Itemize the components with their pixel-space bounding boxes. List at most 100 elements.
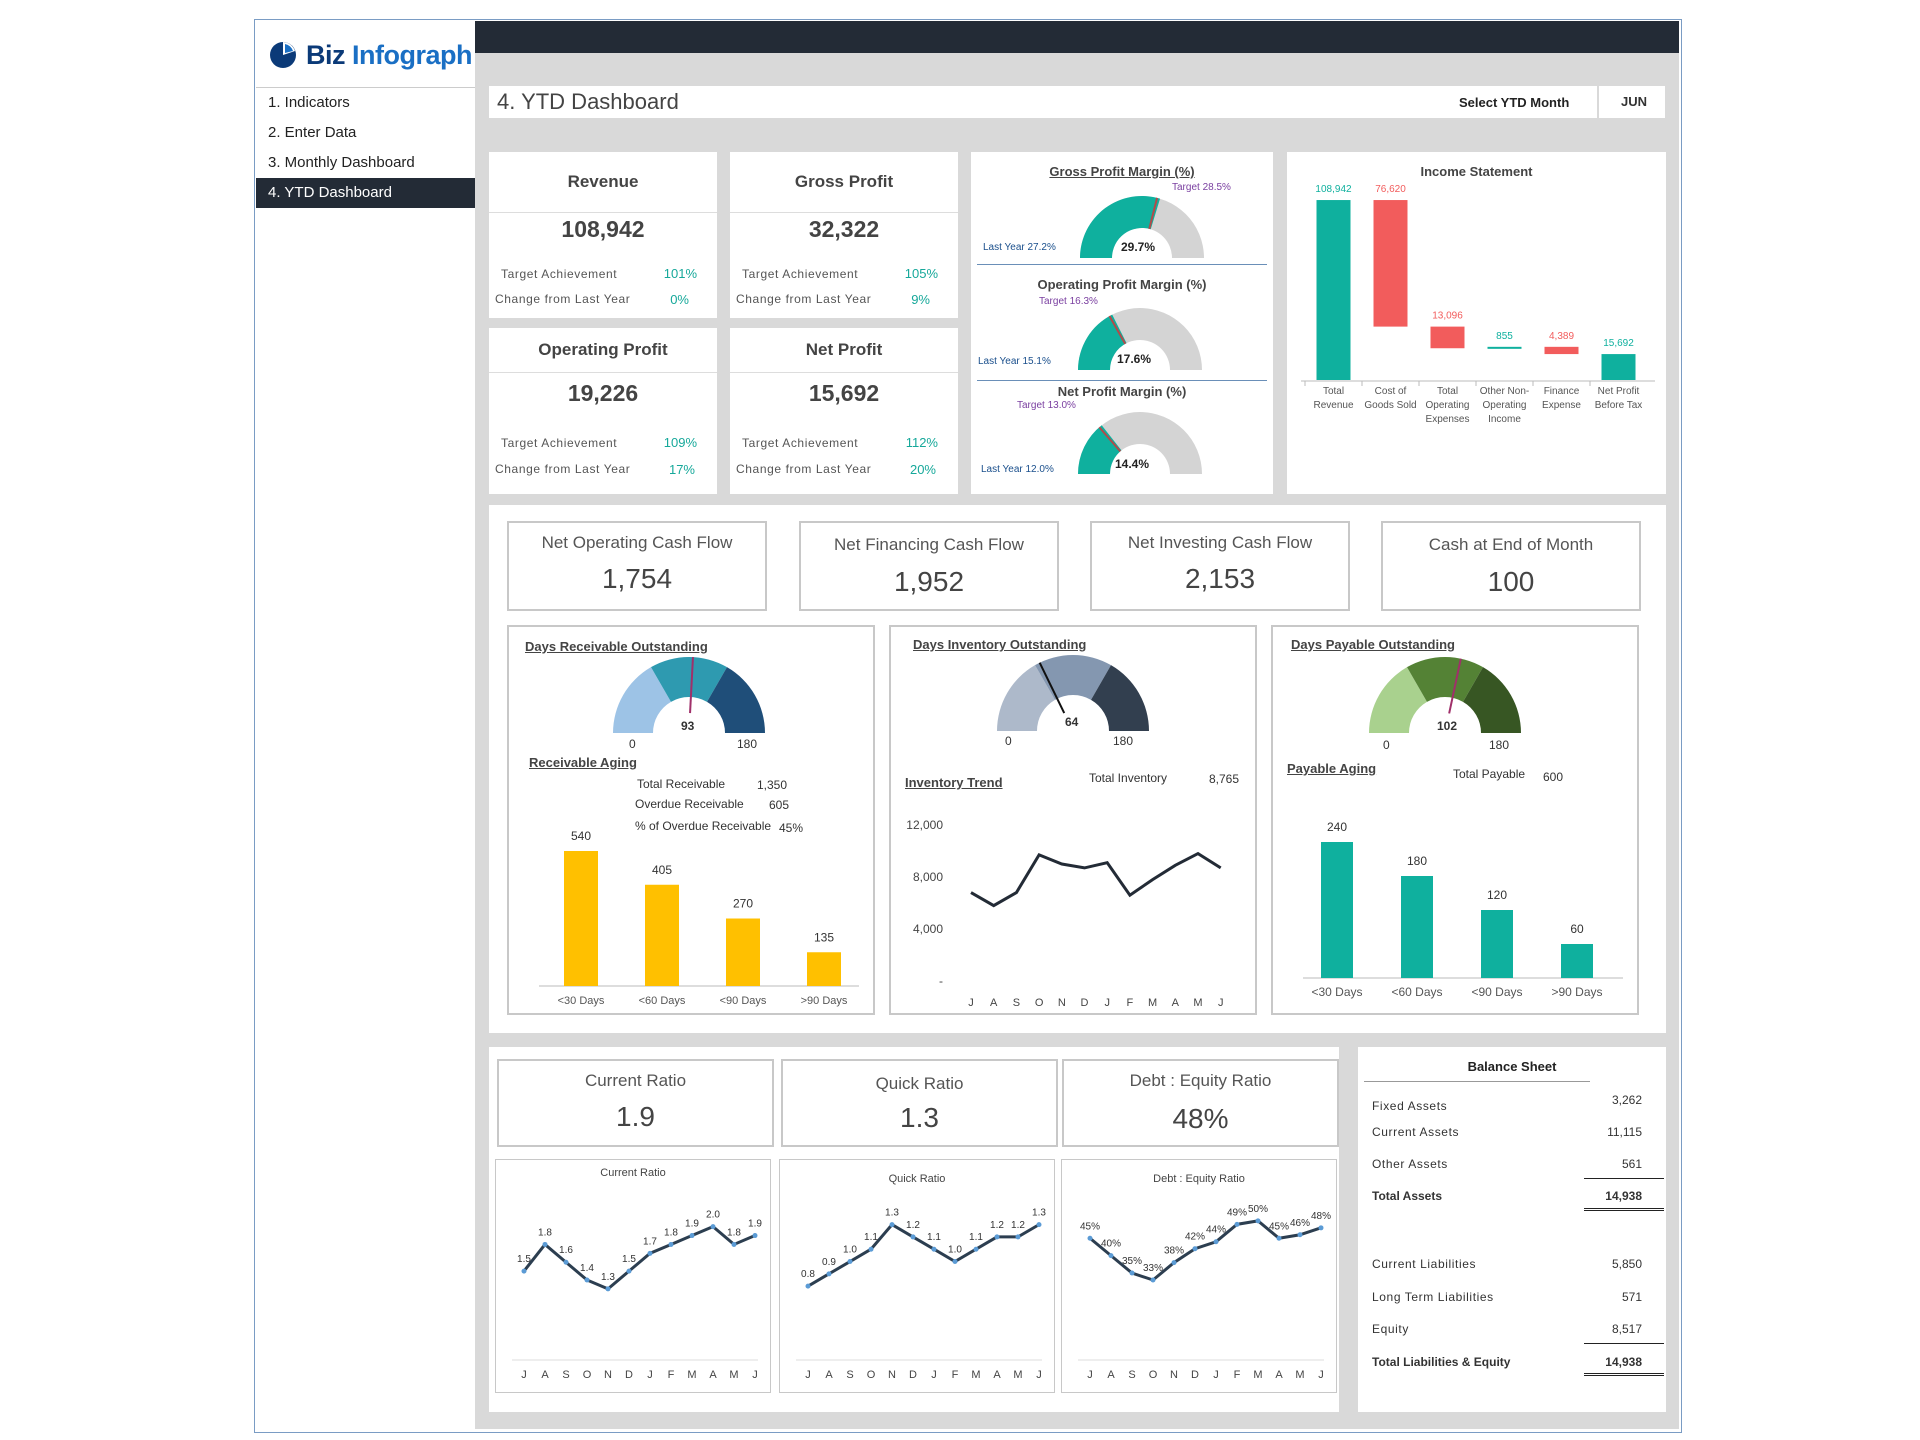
ratio-point — [668, 1241, 674, 1247]
overdue-pct-value: 45% — [779, 821, 804, 835]
ratio-point-label: 1.3 — [601, 1272, 615, 1283]
bs-total-value: 14,938 — [1605, 1189, 1642, 1203]
x-tick-label: M — [1253, 1369, 1262, 1381]
ratio-line — [807, 1222, 1040, 1288]
sidebar: Biz Infograph 1. Indicators 2. Enter Dat… — [256, 21, 477, 1429]
cash-flow-card: Net Operating Cash Flow 1,754 — [507, 521, 767, 611]
debt-equity-chart: Debt : Equity Ratio45%40%35%33%38%42%44%… — [1078, 1173, 1331, 1381]
logo-icon — [270, 42, 296, 68]
ratio-point — [910, 1234, 916, 1240]
aging-category-label: <30 Days — [558, 995, 605, 1007]
bs-value: 5,850 — [1611, 1257, 1642, 1271]
kpi-value: 108,942 — [561, 216, 645, 242]
ratio-point — [1276, 1235, 1282, 1241]
top-bar — [475, 21, 1679, 53]
income-category-label: Goods Sold — [1364, 400, 1416, 411]
bs-label: Fixed Assets — [1372, 1099, 1448, 1113]
bs-label: Other Assets — [1372, 1157, 1448, 1171]
gauge-band — [997, 665, 1055, 731]
receivable-gauge-min: 0 — [629, 737, 636, 751]
operating-margin-value: 17.6% — [1117, 352, 1152, 366]
ratio-point-label: 1.0 — [843, 1245, 857, 1256]
ratio-point-label: 1.8 — [727, 1227, 741, 1238]
ratio-point — [1015, 1234, 1021, 1240]
income-category-label: Cost of — [1375, 386, 1407, 397]
ratio-point — [605, 1286, 611, 1292]
aging-category-label: <30 Days — [1311, 985, 1362, 999]
inventory-days-gauge — [997, 655, 1149, 731]
x-tick-label: N — [888, 1369, 896, 1381]
x-tick-label: A — [993, 1369, 1001, 1381]
ratio-point — [1129, 1270, 1135, 1276]
net-margin-title: Net Profit Margin (%) — [1057, 384, 1187, 399]
ratio-point — [584, 1277, 590, 1283]
payable-gauge-value: 102 — [1437, 719, 1458, 733]
inventory-gauge-title: Days Inventory Outstanding — [913, 637, 1087, 652]
nav-item-ytd-dashboard[interactable]: 4. YTD Dashboard — [256, 178, 475, 208]
ratio-point-label: 1.8 — [664, 1227, 678, 1238]
kpi-change-value: 0% — [670, 292, 689, 307]
ratio-title: Debt : Equity Ratio — [1129, 1071, 1272, 1090]
aging-category-label: <60 Days — [1391, 985, 1442, 999]
ratio-point — [805, 1283, 811, 1289]
bs-label: Equity — [1372, 1322, 1409, 1336]
ratio-point-label: 1.0 — [948, 1245, 962, 1256]
ratio-point — [931, 1246, 937, 1252]
ratio-point — [1234, 1221, 1240, 1227]
x-tick-label: J — [752, 1369, 758, 1381]
ratio-point-label: 1.2 — [906, 1220, 920, 1231]
aging-category-label: <90 Days — [1471, 985, 1522, 999]
page-title: 4. YTD Dashboard — [497, 89, 679, 114]
x-tick-label: M — [729, 1369, 738, 1381]
ratio-point — [752, 1233, 758, 1239]
ratio-point — [1318, 1225, 1324, 1231]
ratio-point — [731, 1241, 737, 1247]
operating-margin-title: Operating Profit Margin (%) — [1037, 277, 1207, 292]
aging-category-label: >90 Days — [801, 995, 848, 1007]
total-payable-label: Total Payable — [1453, 767, 1526, 781]
kpi-title: Operating Profit — [538, 340, 668, 359]
gross-margin-target: Target 28.5% — [1172, 182, 1231, 193]
ratio-point — [973, 1246, 979, 1252]
x-tick-label: J — [1036, 1369, 1042, 1381]
nav-item-enter-data[interactable]: 2. Enter Data — [268, 124, 357, 141]
x-tick-label: A — [990, 997, 998, 1009]
ratio-point-label: 1.7 — [643, 1236, 657, 1247]
income-category-label: Total — [1437, 386, 1458, 397]
kpi-value: 15,692 — [808, 380, 880, 406]
ratio-point-label: 33% — [1143, 1263, 1163, 1274]
gauge-band — [1369, 667, 1427, 733]
net-margin-last-year: Last Year 12.0% — [981, 464, 1054, 475]
cash-flow-card: Cash at End of Month 100 — [1381, 521, 1641, 611]
ratio-point — [1108, 1253, 1114, 1259]
ratio-point-label: 0.9 — [822, 1257, 836, 1268]
x-tick-label: D — [1191, 1369, 1199, 1381]
x-tick-label: F — [1127, 997, 1134, 1009]
ratio-point-label: 1.5 — [622, 1254, 636, 1265]
receivable-gauge-title: Days Receivable Outstanding — [525, 639, 708, 654]
x-tick-label: A — [1107, 1369, 1115, 1381]
aging-bar-label: 135 — [814, 930, 834, 944]
bs-total-value: 14,938 — [1605, 1355, 1642, 1369]
x-tick-label: D — [1081, 997, 1089, 1009]
ratio-point-label: 1.5 — [517, 1254, 531, 1265]
income-category-label: Total — [1323, 386, 1344, 397]
income-category-label: Expenses — [1426, 414, 1470, 425]
nav-item-monthly-dashboard[interactable]: 3. Monthly Dashboard — [268, 154, 415, 171]
ratio-point — [994, 1234, 1000, 1240]
x-tick-label: M — [1295, 1369, 1304, 1381]
y-tick-label: - — [939, 974, 943, 988]
income-bar-label: 108,942 — [1315, 184, 1352, 195]
ratio-card-debt-equity: Debt : Equity Ratio 48% — [1062, 1059, 1339, 1147]
ytd-month-select[interactable]: JUN — [1597, 86, 1669, 118]
nav-item-indicators[interactable]: 1. Indicators — [268, 94, 350, 111]
x-tick-label: S — [1013, 997, 1020, 1009]
total-payable-value: 600 — [1543, 770, 1564, 784]
x-tick-label: O — [867, 1369, 876, 1381]
bs-value: 3,262 — [1611, 1093, 1642, 1107]
gauge-band — [1463, 667, 1521, 733]
income-category-label: Operating — [1483, 400, 1527, 411]
x-tick-label: M — [1193, 997, 1202, 1009]
overdue-pct-label: % of Overdue Receivable — [635, 819, 772, 833]
quick-ratio-chart: Quick Ratio 0.8 0.9 1.0 1.1 1.3 1.2 1.1 1.0 1.1 1.… — [796, 1173, 1046, 1381]
